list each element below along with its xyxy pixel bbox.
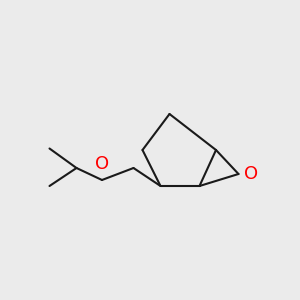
Text: O: O — [244, 165, 258, 183]
Text: O: O — [95, 155, 109, 173]
